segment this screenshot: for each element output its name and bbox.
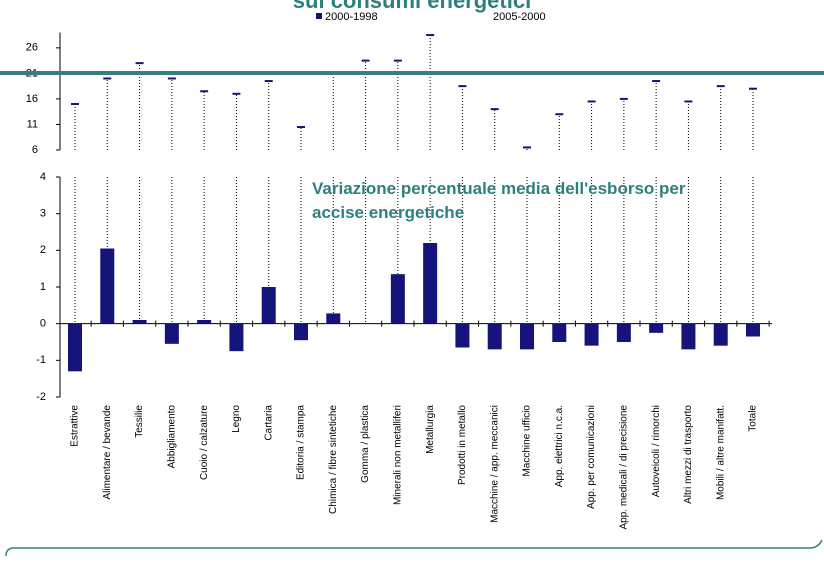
x-tick-label: Tessilie (134, 405, 145, 438)
y-tick-label: 0 (40, 318, 46, 330)
frame (5, 539, 823, 557)
y2-tick-label: 16 (26, 93, 38, 105)
legend-label: 2000-1998 (325, 11, 378, 23)
x-tick-label: Macchine / app. meccanici (489, 405, 500, 523)
bar (487, 323, 502, 350)
bar (132, 320, 147, 324)
annotation: Variazione percentuale media dell'esbors… (312, 179, 686, 222)
bar (294, 323, 308, 341)
y2-tick-label: 6 (32, 144, 38, 156)
bar (520, 323, 534, 350)
bar (455, 323, 470, 348)
x-tick-label: Gomma / plastica (360, 405, 371, 483)
chart-title: sui consumi energetici (293, 0, 531, 13)
x-tick-label: Cuoio / calzature (199, 405, 210, 480)
bar (197, 320, 212, 324)
bar (326, 313, 341, 324)
y2-tick-label: 11 (27, 118, 38, 130)
x-tick-label: Macchine ufficio (522, 405, 533, 477)
x-tick-label: App. per comunicazioni (586, 405, 597, 509)
bar (68, 323, 82, 372)
bar (649, 323, 664, 333)
bar (713, 323, 728, 346)
x-tick-label: Minerali non metalliferi (392, 405, 403, 505)
bar (229, 323, 244, 352)
bar (746, 323, 760, 337)
legend-swatch (316, 13, 322, 19)
x-tick-label: Autoveicoli / rimorchi (651, 405, 662, 497)
x-tick-label: Mobili / altre manifatt. (715, 405, 726, 500)
bar (681, 323, 696, 350)
bar (584, 323, 599, 346)
y2-tick-label: 26 (26, 42, 38, 54)
bar (616, 323, 631, 342)
x-tick-label: Cartaria (263, 405, 274, 441)
y-tick-label: 1 (40, 281, 46, 293)
x-tick-label: Metallurgia (425, 405, 436, 454)
y-tick-label: 3 (40, 208, 46, 220)
bar (261, 287, 276, 324)
bar (100, 248, 115, 324)
y-tick-label: -2 (36, 391, 46, 403)
bar (552, 323, 567, 342)
x-tick-label: Abbigliamento (166, 405, 177, 469)
x-tick-label: Estrattive (70, 405, 81, 447)
x-tick-label: Chimica / fibre sintetiche (328, 405, 339, 514)
bar (390, 274, 405, 324)
bar (423, 243, 438, 324)
y-tick-label: 2 (40, 244, 46, 256)
x-tick-label: Editoria / stampa (296, 405, 307, 480)
x-tick-label: Alimentare / bevande (102, 405, 113, 500)
x-tick-label: Altri mezzi di trasporto (683, 405, 694, 504)
x-tick-label: App. medicali / di precisione (618, 405, 629, 530)
x-tick-label: App. elettrici n.c.a. (554, 405, 565, 487)
y-tick-label: 4 (40, 171, 46, 183)
x-tick-label: Prodotti in metallo (457, 405, 468, 485)
x-tick-label: Legno (231, 405, 242, 433)
y-tick-label: -1 (36, 354, 46, 366)
legend-label: 2005-2000 (493, 11, 546, 23)
x-tick-label: Totale (748, 405, 759, 432)
bar (164, 323, 179, 344)
